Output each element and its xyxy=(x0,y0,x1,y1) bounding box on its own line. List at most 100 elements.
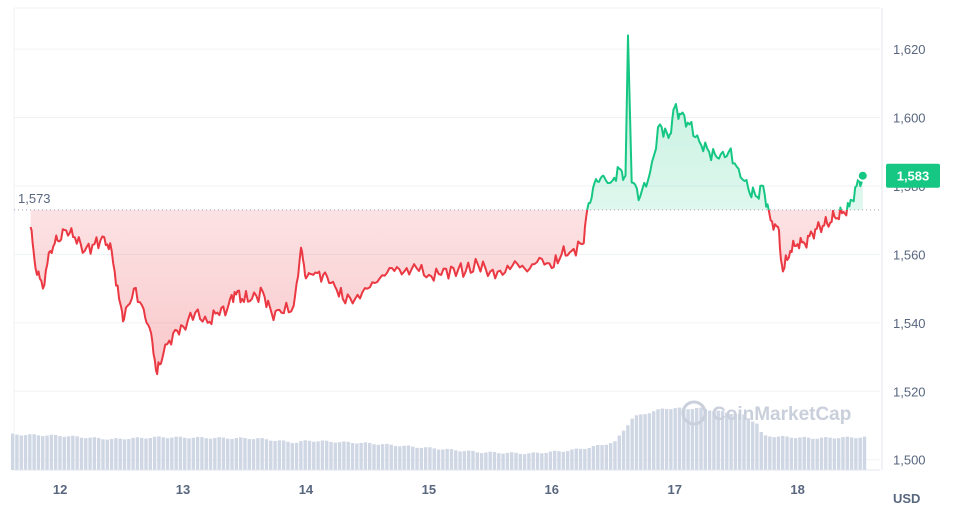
volume-bar xyxy=(195,436,200,470)
volume-bar xyxy=(591,446,596,470)
volume-bar xyxy=(617,435,621,470)
volume-bar xyxy=(458,451,462,470)
volume-bar xyxy=(608,443,613,470)
volume-bar xyxy=(148,438,153,470)
volume-bar xyxy=(729,414,733,470)
volume-bar xyxy=(583,449,587,470)
volume-bar xyxy=(716,410,720,470)
volume-bar xyxy=(522,454,527,470)
volume-bar xyxy=(385,443,389,470)
volume-bar xyxy=(832,438,837,470)
volume-bar xyxy=(604,444,609,470)
volume-bar xyxy=(273,440,277,470)
area-below-reference xyxy=(30,209,847,375)
currency-unit-label: USD xyxy=(893,491,920,506)
volume-bar xyxy=(66,436,71,470)
volume-bar xyxy=(230,438,234,470)
volume-bar xyxy=(471,450,475,470)
volume-bar xyxy=(243,438,247,470)
volume-bar xyxy=(152,436,157,470)
volume-bar xyxy=(303,440,307,470)
y-tick-label: 1,540 xyxy=(893,316,926,331)
volume-bar xyxy=(488,451,492,470)
volume-bar xyxy=(428,447,432,470)
volume-bar xyxy=(750,421,755,470)
volume-bar xyxy=(449,449,454,470)
volume-bar xyxy=(643,414,647,470)
volume-bar xyxy=(639,414,643,470)
volume-bar xyxy=(324,440,329,470)
volume-bar xyxy=(23,435,28,470)
volume-bar xyxy=(281,440,286,470)
volume-bar xyxy=(191,437,196,470)
volume-bar xyxy=(587,447,591,470)
volume-bar xyxy=(307,440,312,470)
volume-bar xyxy=(75,436,79,470)
volume-bar xyxy=(454,450,458,470)
volume-bar xyxy=(256,438,260,470)
volume-bar xyxy=(694,407,699,470)
volume-bar xyxy=(570,449,574,470)
volume-bar xyxy=(114,438,118,470)
volume-bar xyxy=(19,435,23,470)
volume-bar xyxy=(763,435,768,470)
volume-bar xyxy=(858,437,862,470)
volume-bar xyxy=(828,437,832,470)
volume-bar xyxy=(699,407,703,470)
reference-price-label: 1,573 xyxy=(18,191,51,206)
volume-bar xyxy=(759,432,763,470)
volume-bar xyxy=(733,414,738,470)
volume-bar xyxy=(557,451,561,470)
volume-bar xyxy=(398,446,402,470)
y-tick-label: 1,600 xyxy=(893,111,926,126)
volume-bar xyxy=(15,434,19,470)
volume-bar xyxy=(419,447,424,470)
volume-bar xyxy=(836,438,841,470)
volume-bar xyxy=(312,441,316,470)
volume-bar xyxy=(432,448,436,470)
volume-bar xyxy=(815,438,819,470)
volume-bar xyxy=(389,444,393,470)
volume-bar xyxy=(402,445,406,470)
volume-bar xyxy=(170,437,174,470)
volume-bar xyxy=(178,436,183,470)
volume-bar xyxy=(578,448,583,470)
volume-bar xyxy=(337,442,342,470)
volume-bar xyxy=(669,409,673,470)
volume-bar xyxy=(849,437,854,470)
volume-bar xyxy=(41,436,45,470)
volume-bar xyxy=(720,411,725,470)
current-price-badge xyxy=(886,163,940,188)
volume-bar xyxy=(436,449,441,470)
x-tick-label: 16 xyxy=(545,482,559,497)
volume-bar xyxy=(122,439,127,470)
volume-bar xyxy=(445,448,449,470)
volume-bar xyxy=(187,438,191,470)
x-tick-label: 13 xyxy=(176,482,190,497)
volume-bar xyxy=(806,437,811,470)
volume-bar xyxy=(294,442,299,470)
volume-bar xyxy=(213,437,217,470)
volume-bar xyxy=(707,410,712,470)
price-line-up xyxy=(586,34,864,210)
volume-bar xyxy=(71,435,75,470)
x-tick-label: 17 xyxy=(667,482,681,497)
volume-bar xyxy=(505,452,510,470)
volume-bar xyxy=(824,437,828,470)
volume-bar xyxy=(690,409,695,470)
volume-bar xyxy=(251,439,256,470)
volume-bar xyxy=(660,408,664,470)
price-area-fill xyxy=(30,35,863,375)
volume-bar xyxy=(329,441,333,470)
volume-bar xyxy=(346,441,350,470)
volume-bar xyxy=(497,453,501,470)
volume-bar xyxy=(742,414,746,470)
volume-bar xyxy=(411,446,415,470)
volume-bar xyxy=(406,445,411,470)
volume-bar xyxy=(781,435,785,470)
volume-bar xyxy=(45,435,49,470)
volume-bar xyxy=(725,412,729,470)
volume-bar xyxy=(144,438,148,470)
volume-bar xyxy=(651,411,656,470)
volume-bar xyxy=(109,438,114,470)
